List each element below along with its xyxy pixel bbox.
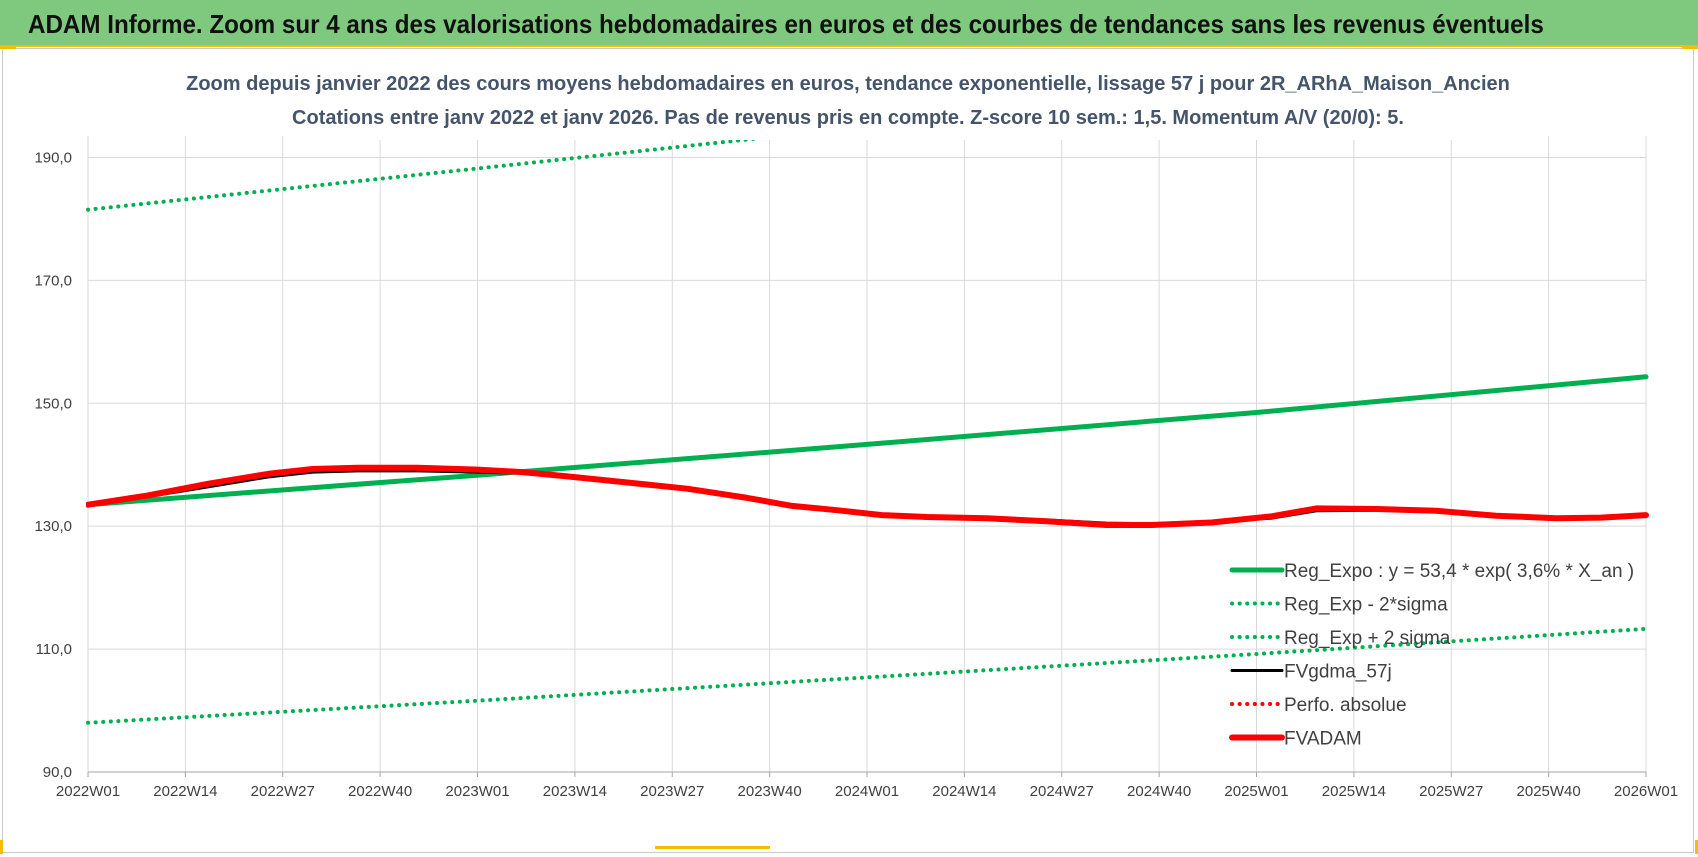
legend-label: Reg_Exp + 2 sigma: [1284, 628, 1451, 649]
x-tick-label: 2022W27: [251, 783, 315, 800]
x-tick-label: 2024W40: [1127, 783, 1191, 800]
y-tick-label: 110,0: [36, 641, 72, 658]
y-tick-label: 190,0: [34, 149, 72, 166]
legend-label: FVADAM: [1284, 729, 1362, 750]
corner-mark-bottom-left: [0, 840, 3, 854]
legend-label: FVgdma_57j: [1284, 662, 1392, 683]
x-tick-label: 2022W14: [153, 783, 217, 800]
legend-label: Perfo. absolue: [1284, 695, 1407, 716]
x-tick-label: 2022W01: [56, 783, 120, 800]
x-tick-label: 2025W01: [1224, 783, 1288, 800]
x-tick-label: 2023W40: [738, 783, 802, 800]
chart-subtitle: Cotations entre janv 2022 et janv 2026. …: [292, 107, 1404, 129]
x-tick-label: 2023W01: [445, 783, 509, 800]
x-axis-ticks: 2022W01 2022W14 2022W27 2022W40 2023W01 2023W…: [56, 771, 1678, 800]
x-tick-label: 2023W14: [543, 783, 607, 800]
report-title: ADAM Informe. Zoom sur 4 ans des valoris…: [28, 9, 1544, 39]
gridlines: [87, 136, 1647, 773]
x-tick-label: 2024W01: [835, 783, 899, 800]
x-tick-label: 2025W40: [1517, 783, 1581, 800]
corner-mark-bottom-right: [1695, 840, 1698, 854]
x-tick-label: 2023W27: [640, 783, 704, 800]
series-line-reg-expo-y-53-4-exp-3-6-x-an: [86, 374, 1649, 508]
x-tick-label: 2025W14: [1322, 783, 1386, 800]
chart-frame: [2, 48, 1694, 853]
y-tick-label: 90,0: [43, 764, 72, 781]
corner-mark-top-left: [0, 46, 16, 49]
y-tick-label: 150,0: [34, 395, 72, 412]
series-line-fvadam: [86, 464, 1649, 528]
y-tick-label: 170,0: [34, 272, 72, 289]
legend-label: Reg_Exp - 2*sigma: [1284, 595, 1448, 616]
legend-label: Reg_Expo : y = 53,4 * exp( 3,6% * X_an ): [1284, 561, 1634, 582]
series-line-reg-exp-2-sigma: [86, 626, 1648, 725]
x-tick-label: 2026W01: [1614, 783, 1678, 800]
x-tick-label: 2025W27: [1419, 783, 1483, 800]
x-tick-label: 2022W40: [348, 783, 412, 800]
corner-mark-bottom-center: [655, 846, 770, 849]
y-tick-label: 130,0: [34, 518, 72, 535]
legend: Reg_Expo : y = 53,4 * exp( 3,6% * X_an )…: [1229, 561, 1634, 750]
corner-mark-top-right: [1682, 46, 1698, 49]
report-banner: ADAM Informe. Zoom sur 4 ans des valoris…: [0, 0, 1698, 47]
chart-title: Zoom depuis janvier 2022 des cours moyen…: [186, 73, 1510, 95]
title-background: [330, 56, 1470, 140]
x-tick-label: 2024W27: [1030, 783, 1094, 800]
y-axis-ticks: 90,0 110,0 130,0 150,0 170,0 190,0: [34, 149, 72, 781]
x-tick-label: 2024W14: [932, 783, 996, 800]
